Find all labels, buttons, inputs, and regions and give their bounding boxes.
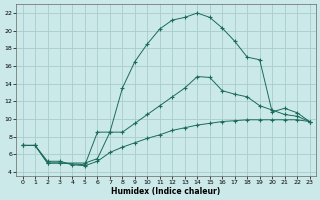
X-axis label: Humidex (Indice chaleur): Humidex (Indice chaleur) [111, 187, 221, 196]
